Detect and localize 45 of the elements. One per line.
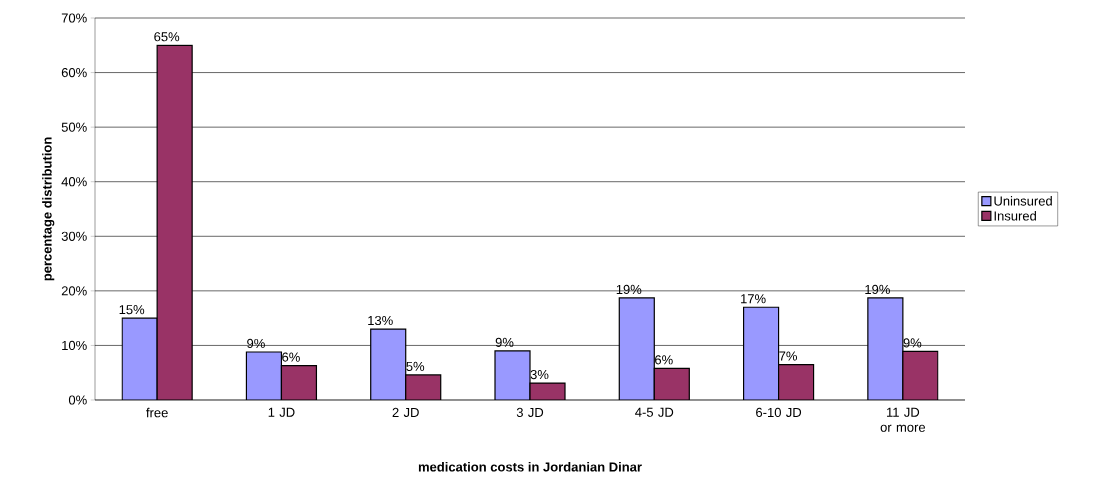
x-tick-label: 2 JD — [392, 407, 419, 417]
bar — [867, 297, 904, 400]
data-label: 6% — [655, 355, 673, 365]
y-axis-title: percentage distribution — [42, 137, 55, 281]
data-label: 9% — [495, 337, 514, 347]
data-label: 13% — [368, 315, 393, 326]
y-tick-label: 70% — [61, 13, 87, 23]
data-label: 65% — [154, 32, 180, 42]
legend-label: Insured — [994, 211, 1036, 221]
data-label: 19% — [865, 284, 890, 295]
x-axis-title: medication costs in Jordanian Dinar — [418, 462, 642, 472]
bar — [618, 297, 655, 400]
x-tick-label: 3 JD — [516, 407, 544, 417]
bar — [494, 350, 531, 400]
bar — [156, 44, 193, 400]
bar — [245, 351, 283, 400]
y-tick-label: 20% — [61, 286, 87, 296]
x-tick-label: 6-10 JD — [756, 407, 802, 417]
data-label: 6% — [282, 352, 300, 362]
bar — [742, 306, 780, 400]
x-tick-label: 1 JD — [268, 407, 295, 417]
data-label: 3% — [530, 369, 549, 380]
data-label: 5% — [406, 361, 425, 371]
x-tick-label: 11 JD or more — [880, 407, 926, 432]
data-label: 9% — [903, 338, 922, 348]
bar — [370, 328, 407, 400]
bar — [653, 367, 690, 400]
bar — [121, 317, 158, 400]
y-tick-label: 50% — [61, 122, 87, 132]
y-tick-label: 60% — [61, 67, 87, 78]
x-tick-label: free — [146, 407, 168, 418]
bar — [902, 350, 939, 400]
bar — [280, 365, 318, 400]
data-label: 15% — [119, 305, 145, 315]
x-tick-label: 4-5 JD — [635, 407, 674, 417]
data-label: 19% — [616, 284, 642, 295]
y-tick-label: 30% — [61, 231, 87, 241]
y-tick-label: 0% — [68, 395, 87, 405]
data-label: 17% — [741, 294, 766, 304]
data-label: 9% — [247, 338, 265, 349]
data-label: 7% — [779, 351, 798, 361]
legend-label: Uninsured — [994, 196, 1052, 206]
bar — [777, 363, 815, 400]
y-tick-label: 10% — [62, 340, 87, 351]
y-tick-label: 40% — [61, 177, 87, 187]
